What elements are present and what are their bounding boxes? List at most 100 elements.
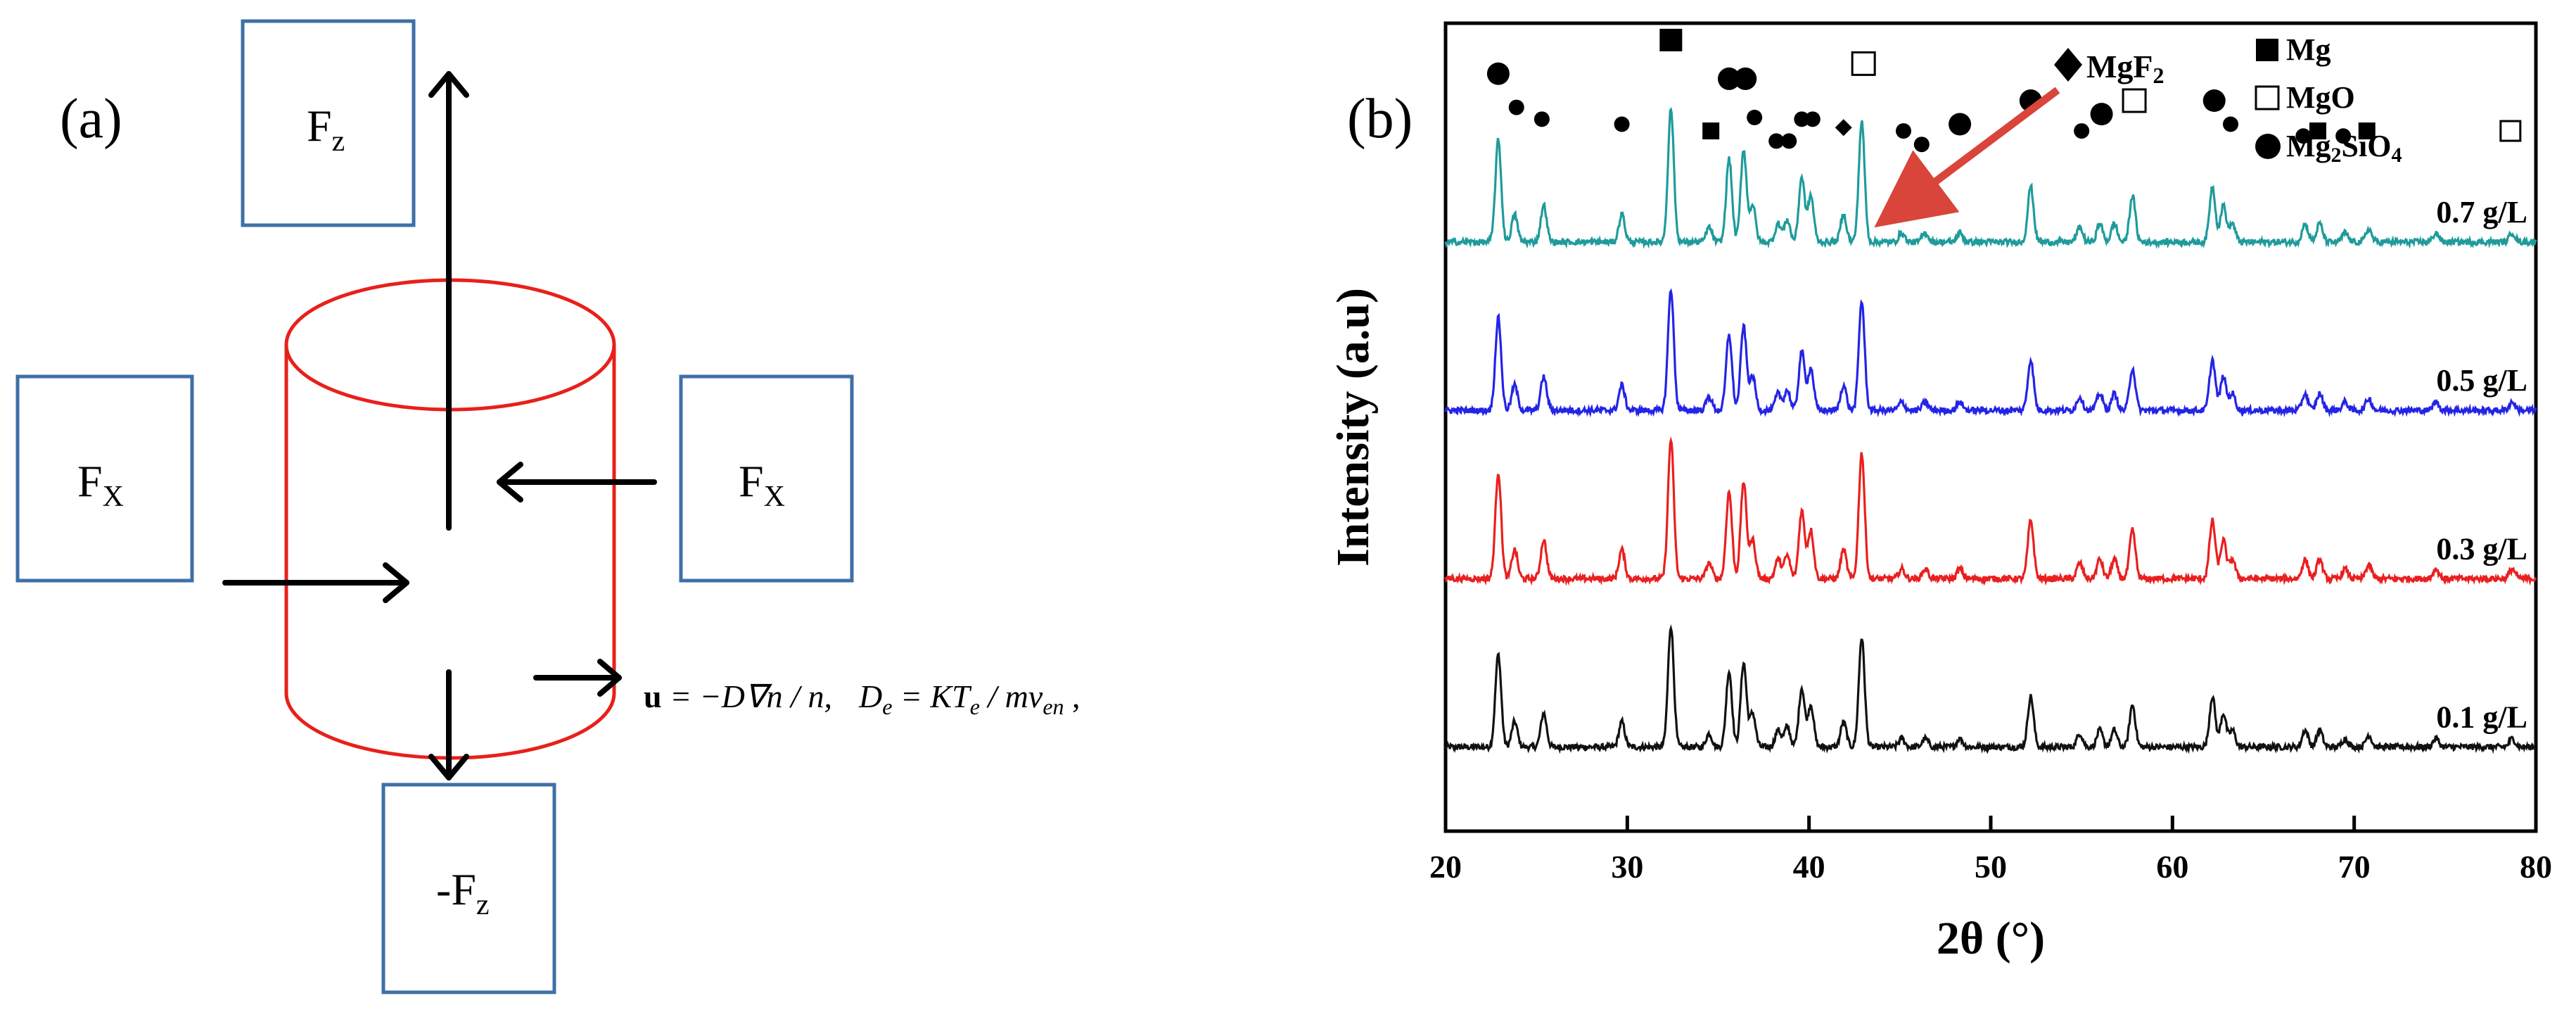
svg-text:FX: FX	[77, 456, 124, 513]
force-box-fx-left: FX	[15, 374, 194, 583]
legend-item-mg: Mg	[2256, 32, 2331, 67]
phase-marker-filled-circle-2	[1534, 111, 1550, 127]
mgf2-diamond-icon	[2054, 48, 2082, 82]
series-label-0-7-g-L: 0.7 g/L	[2436, 195, 2527, 229]
eq-part2: = KT	[892, 678, 972, 714]
panel-a: (a) Fz FX FX -Fz	[15, 19, 1080, 994]
arrow-left	[497, 462, 657, 502]
trace-0-1-g-L	[1444, 624, 2537, 754]
phase-marker-filled-square-25	[2309, 122, 2326, 140]
force-box-fz-top: Fz	[241, 19, 416, 227]
arrow-up	[428, 71, 469, 531]
x-axis-ticks: 20 30 40 50 60 70 80	[1429, 816, 2552, 885]
x-tick-label-50: 50	[1975, 849, 2007, 885]
mg2sio4-main: Mg	[2286, 129, 2331, 163]
fx-right-sub: X	[764, 481, 785, 513]
phase-marker-filled-circle-9	[1768, 133, 1785, 149]
mgf2-label-main: MgF	[2086, 49, 2153, 84]
legend-label-mg: Mg	[2286, 32, 2331, 67]
diffusion-equation: u = −D∇n / n, De = KTe / mνen ,	[644, 678, 1080, 719]
phase-marker-filled-circle-12	[1804, 111, 1821, 127]
svg-text:-Fz: -Fz	[436, 864, 490, 921]
fz-bottom-main: -F	[436, 864, 476, 914]
arrow-small-right	[533, 659, 622, 697]
x-axis-label: 2θ (°)	[1937, 913, 2045, 964]
phase-marker-filled-circle-22	[2202, 89, 2226, 113]
x-tick-label-40: 40	[1793, 849, 1825, 885]
fx-left-main: F	[77, 456, 103, 506]
legend-item-mgo: MgO	[2255, 80, 2355, 115]
x-tick-label-20: 20	[1429, 849, 1462, 885]
mg2sio4-sub2: 4	[2391, 144, 2402, 167]
filled-circle-icon	[2255, 134, 2281, 159]
mgf2-arrow	[1874, 87, 2060, 228]
open-square-icon	[2255, 85, 2280, 110]
mg2sio4-sub1: 2	[2331, 144, 2342, 167]
mg2sio4-mid: SiO	[2342, 129, 2392, 163]
eq-nu-sub: en	[1042, 694, 1064, 719]
trace-0-3-g-L	[1444, 436, 2537, 586]
mgf2-label-sub: 2	[2153, 63, 2164, 88]
phase-marker-filled-circle-20	[2090, 103, 2113, 126]
series-label-0-1-g-L: 0.1 g/L	[2436, 700, 2527, 734]
legend-item-mg2sio4: Mg2SiO4	[2255, 129, 2402, 167]
svg-text:MgF2: MgF2	[2086, 49, 2164, 88]
phase-marker-open-square-21	[2122, 88, 2147, 113]
force-box-fz-bottom: -Fz	[381, 783, 556, 994]
arrow-down	[428, 669, 469, 780]
panel-b-label: (b)	[1347, 88, 1413, 150]
eq-de-main: D	[858, 678, 882, 714]
y-axis-label: Intensity (a.u)	[1327, 288, 1379, 567]
series-labels: 0.1 g/L 0.3 g/L 0.5 g/L 0.7 g/L	[2436, 195, 2527, 734]
x-tick-label-60: 60	[2156, 849, 2188, 885]
phase-marker-filled-circle-1	[1508, 99, 1524, 115]
eq-part4: ,	[1064, 678, 1080, 714]
phase-markers	[1486, 28, 2522, 153]
phase-marker-filled-circle-16	[1913, 137, 1930, 153]
phase-marker-filled-circle-0	[1486, 62, 1510, 85]
eq-part1: = −D∇n / n,	[662, 678, 832, 714]
svg-text:Fz: Fz	[307, 101, 345, 158]
eq-de-sub: e	[882, 694, 892, 719]
phase-marker-filled-circle-15	[1896, 123, 1911, 139]
series-label-0-3-g-L: 0.3 g/L	[2436, 531, 2527, 566]
phase-marker-filled-circle-10	[1781, 133, 1797, 149]
arrows	[222, 71, 657, 780]
phase-marker-filled-circle-7	[1734, 67, 1757, 90]
phase-marker-filled-circle-8	[1747, 109, 1763, 125]
x-tick-label-70: 70	[2338, 849, 2371, 885]
x-tick-label-30: 30	[1611, 849, 1643, 885]
panel-a-label: (a)	[60, 88, 122, 150]
x-tick-label-80: 80	[2520, 849, 2552, 885]
phase-marker-filled-circle-3	[1614, 116, 1630, 132]
series-label-0-5-g-L: 0.5 g/L	[2436, 363, 2527, 398]
svg-text:Mg2SiO4: Mg2SiO4	[2286, 129, 2402, 167]
phase-marker-filled-square-27	[2358, 122, 2376, 140]
fx-left-sub: X	[103, 481, 124, 513]
eq-part3: / mν	[980, 678, 1043, 714]
filled-square-icon	[2256, 39, 2278, 61]
phase-marker-open-square-28	[2499, 120, 2522, 142]
phase-marker-filled-circle-26	[2335, 128, 2352, 144]
phase-marker-filled-diamond-13	[1835, 119, 1852, 137]
fz-bottom-sub: z	[476, 889, 490, 921]
fx-right-main: F	[739, 456, 764, 506]
fz-top-sub: z	[332, 125, 345, 158]
trace-0-5-g-L	[1444, 288, 2537, 418]
legend-label-mgo: MgO	[2286, 80, 2355, 115]
phase-marker-filled-circle-17	[1949, 113, 1972, 136]
phase-marker-filled-circle-23	[2223, 116, 2238, 132]
legend: Mg MgO Mg2SiO4	[2255, 32, 2402, 167]
phase-marker-filled-circle-6	[1718, 67, 1740, 90]
svg-text:FX: FX	[739, 456, 785, 513]
xrd-traces	[1444, 106, 2537, 754]
phase-marker-filled-square-4	[1659, 28, 1683, 51]
force-box-fx-right: FX	[679, 374, 854, 583]
phase-marker-filled-circle-24	[2295, 128, 2312, 144]
eq-u: u	[644, 678, 662, 714]
phase-marker-open-square-14	[1851, 51, 1876, 76]
phase-marker-filled-circle-19	[2074, 123, 2090, 139]
phase-marker-filled-circle-11	[1794, 111, 1810, 127]
eq-te-sub: e	[970, 694, 980, 719]
